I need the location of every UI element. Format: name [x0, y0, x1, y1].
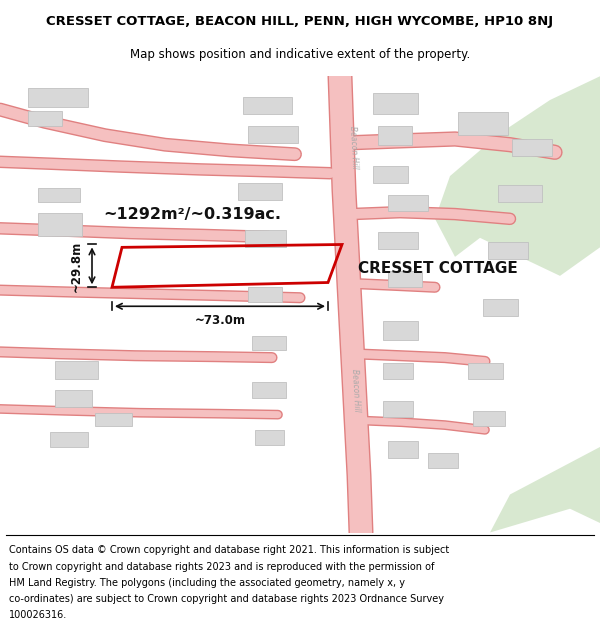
Polygon shape [435, 76, 600, 276]
Polygon shape [248, 288, 282, 302]
Polygon shape [388, 441, 418, 458]
Polygon shape [28, 111, 62, 126]
Polygon shape [373, 93, 418, 114]
Polygon shape [488, 242, 528, 259]
Text: to Crown copyright and database rights 2023 and is reproduced with the permissio: to Crown copyright and database rights 2… [9, 562, 434, 572]
Text: Map shows position and indicative extent of the property.: Map shows position and indicative extent… [130, 48, 470, 61]
Polygon shape [498, 184, 542, 202]
Text: ~1292m²/~0.319ac.: ~1292m²/~0.319ac. [103, 207, 281, 222]
Text: CRESSET COTTAGE: CRESSET COTTAGE [358, 261, 518, 276]
Text: ~29.8m: ~29.8m [70, 241, 83, 292]
Polygon shape [383, 321, 418, 339]
Polygon shape [238, 182, 282, 200]
Polygon shape [373, 166, 408, 182]
Polygon shape [383, 401, 413, 416]
Text: Beacon Hill: Beacon Hill [350, 368, 362, 412]
Polygon shape [383, 363, 413, 379]
Text: CRESSET COTTAGE, BEACON HILL, PENN, HIGH WYCOMBE, HP10 8NJ: CRESSET COTTAGE, BEACON HILL, PENN, HIGH… [46, 15, 554, 28]
Polygon shape [50, 432, 88, 447]
Polygon shape [55, 361, 98, 379]
Polygon shape [378, 232, 418, 249]
Polygon shape [55, 390, 92, 407]
Polygon shape [483, 299, 518, 316]
Polygon shape [428, 452, 458, 468]
Polygon shape [28, 88, 88, 107]
Text: Contains OS data © Crown copyright and database right 2021. This information is : Contains OS data © Crown copyright and d… [9, 546, 449, 556]
Polygon shape [468, 363, 503, 379]
Text: 100026316.: 100026316. [9, 610, 67, 620]
Polygon shape [38, 213, 82, 236]
Text: ~73.0m: ~73.0m [194, 314, 245, 327]
Polygon shape [95, 412, 132, 426]
Text: HM Land Registry. The polygons (including the associated geometry, namely x, y: HM Land Registry. The polygons (includin… [9, 578, 405, 588]
Polygon shape [473, 411, 505, 426]
Polygon shape [248, 126, 298, 142]
Polygon shape [255, 430, 284, 445]
Text: co-ordinates) are subject to Crown copyright and database rights 2023 Ordnance S: co-ordinates) are subject to Crown copyr… [9, 594, 444, 604]
Polygon shape [252, 336, 286, 350]
Polygon shape [458, 112, 508, 135]
Polygon shape [490, 447, 600, 532]
Polygon shape [245, 230, 286, 248]
Polygon shape [512, 139, 552, 156]
Polygon shape [38, 188, 80, 202]
Polygon shape [252, 382, 286, 398]
Polygon shape [388, 271, 422, 288]
Polygon shape [378, 126, 412, 144]
Polygon shape [388, 195, 428, 211]
Text: Beacon Hill: Beacon Hill [349, 126, 359, 169]
Polygon shape [243, 97, 292, 114]
